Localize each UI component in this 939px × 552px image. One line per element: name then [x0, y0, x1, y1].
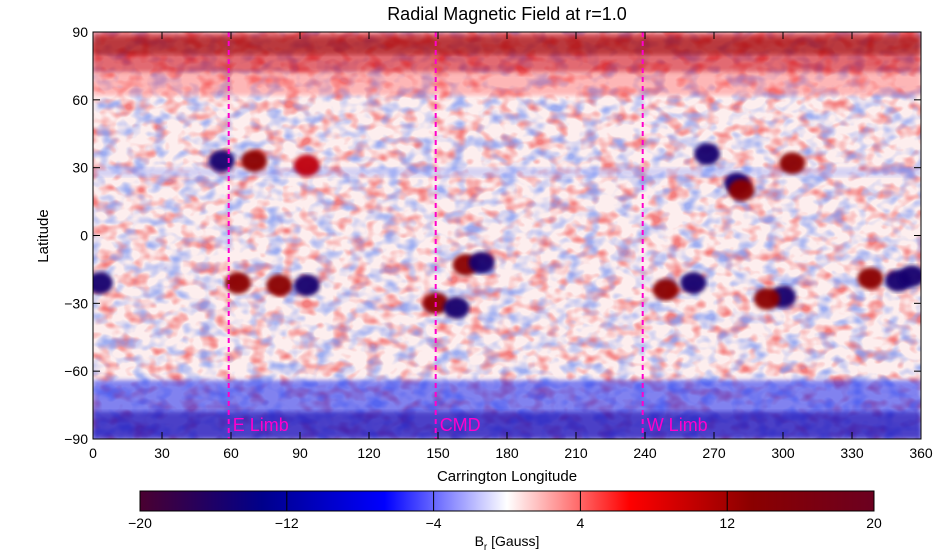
colorbar-ticks: −20 −12 −4 4 12 20 [128, 491, 882, 531]
x-tick-label: 30 [154, 445, 170, 461]
active-region [224, 271, 251, 294]
active-region [293, 154, 320, 177]
colorbar-tick-label: −12 [275, 515, 299, 531]
colorbar-gradient [139, 490, 875, 512]
polar-band [93, 167, 921, 177]
y-tick-label: −30 [64, 295, 88, 311]
active-region [208, 149, 235, 172]
colorbar-tick-label: −4 [426, 515, 442, 531]
colorbar-tick-label: 12 [719, 515, 735, 531]
x-axis-label: Carrington Longitude [437, 468, 577, 485]
y-tick-label: −90 [64, 431, 88, 447]
plot-area: E Limb CMD W Limb 0 30 60 90 120 150 180 210 240 27… [64, 24, 933, 461]
colorbar-label: Br [Gauss] [475, 533, 540, 552]
x-tick-label: 0 [89, 445, 97, 461]
background-speckle-blue [93, 32, 921, 439]
x-tick-label: 300 [771, 445, 795, 461]
active-region [241, 149, 267, 172]
colorbar: −20 −12 −4 4 12 20 Br [Gauss] [128, 490, 882, 552]
limb-marker-label: E Limb [233, 415, 289, 435]
x-tick-label: 270 [702, 445, 726, 461]
y-axis-ticks: 90 60 30 0 −30 −60 −90 [64, 24, 921, 447]
active-region [266, 274, 293, 297]
y-tick-label: 0 [80, 228, 88, 244]
y-tick-label: 90 [72, 24, 88, 40]
x-tick-label: 210 [564, 445, 588, 461]
active-region [779, 152, 806, 175]
limb-marker-label: W Limb [647, 415, 708, 435]
y-tick-label: 30 [72, 160, 88, 176]
active-regions [93, 143, 921, 319]
active-region [898, 265, 921, 288]
active-region [293, 274, 320, 297]
active-region [680, 271, 707, 294]
y-axis-label: Latitude [35, 209, 52, 262]
active-region [468, 251, 495, 274]
colorbar-tick-label: −20 [128, 515, 152, 531]
limb-marker-label: CMD [440, 415, 481, 435]
chart-title: Radial Magnetic Field at r=1.0 [387, 4, 627, 24]
x-tick-label: 150 [426, 445, 450, 461]
x-tick-label: 240 [633, 445, 657, 461]
active-region [93, 271, 113, 294]
x-tick-label: 180 [495, 445, 519, 461]
colorbar-label-unit: [Gauss] [487, 533, 539, 549]
active-region [652, 278, 679, 301]
x-tick-label: 120 [357, 445, 381, 461]
x-tick-label: 330 [840, 445, 864, 461]
colorbar-label-main: B [475, 533, 484, 549]
active-region [753, 287, 780, 310]
x-tick-label: 360 [909, 445, 933, 461]
colorbar-tick-label: 20 [866, 515, 882, 531]
x-axis-ticks: 0 30 60 90 120 150 180 210 240 270 300 330 360 [89, 32, 933, 461]
limb-markers: E Limb CMD W Limb [227, 32, 708, 439]
y-tick-label: −60 [64, 363, 88, 379]
active-region [694, 143, 721, 166]
colorbar-tick-label: 4 [577, 515, 585, 531]
active-region [728, 179, 755, 202]
colorbar-label-sub: r [484, 542, 488, 552]
active-region [857, 267, 884, 290]
x-tick-label: 60 [223, 445, 239, 461]
polar-band [93, 36, 921, 55]
polar-band [93, 72, 921, 96]
active-region [443, 296, 470, 319]
y-tick-label: 60 [72, 92, 88, 108]
x-tick-label: 90 [292, 445, 308, 461]
